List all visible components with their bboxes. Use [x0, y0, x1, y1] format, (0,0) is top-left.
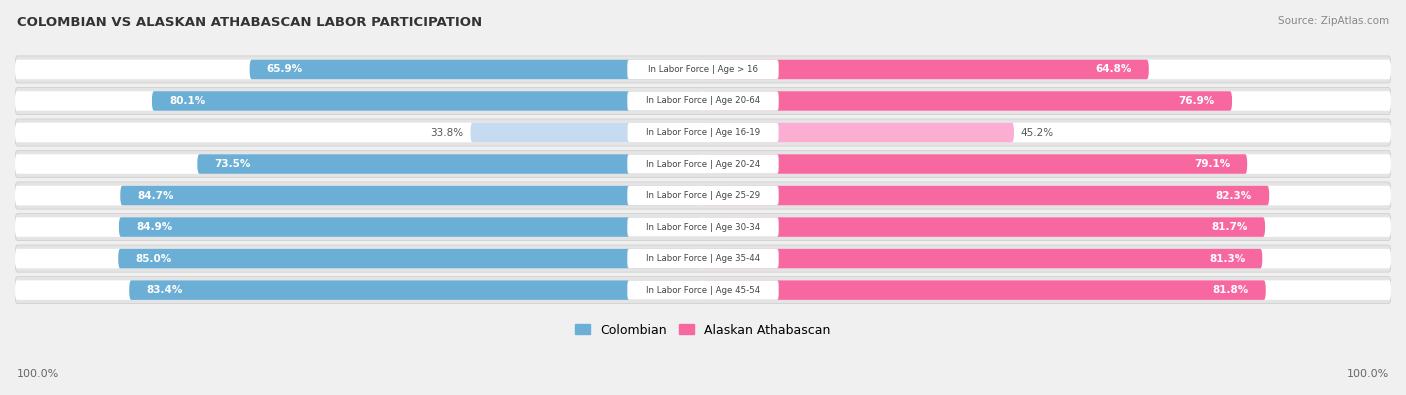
FancyBboxPatch shape	[15, 150, 1391, 178]
Text: 83.4%: 83.4%	[146, 285, 183, 295]
FancyBboxPatch shape	[703, 60, 1149, 79]
Text: In Labor Force | Age 16-19: In Labor Force | Age 16-19	[645, 128, 761, 137]
Text: 76.9%: 76.9%	[1178, 96, 1215, 106]
FancyBboxPatch shape	[703, 217, 1265, 237]
FancyBboxPatch shape	[627, 249, 779, 268]
Text: 64.8%: 64.8%	[1095, 64, 1132, 75]
FancyBboxPatch shape	[703, 154, 1391, 174]
Text: In Labor Force | Age 20-24: In Labor Force | Age 20-24	[645, 160, 761, 169]
FancyBboxPatch shape	[15, 245, 1391, 272]
Text: In Labor Force | Age 30-34: In Labor Force | Age 30-34	[645, 222, 761, 231]
FancyBboxPatch shape	[703, 60, 1391, 79]
FancyBboxPatch shape	[627, 217, 779, 237]
FancyBboxPatch shape	[15, 87, 1391, 115]
FancyBboxPatch shape	[627, 123, 779, 142]
FancyBboxPatch shape	[15, 123, 703, 142]
FancyBboxPatch shape	[703, 217, 1391, 237]
Text: 80.1%: 80.1%	[169, 96, 205, 106]
Text: In Labor Force | Age 20-64: In Labor Force | Age 20-64	[645, 96, 761, 105]
FancyBboxPatch shape	[703, 249, 1391, 268]
FancyBboxPatch shape	[120, 217, 703, 237]
Text: 33.8%: 33.8%	[430, 128, 464, 137]
FancyBboxPatch shape	[703, 280, 1391, 300]
FancyBboxPatch shape	[627, 186, 779, 205]
Text: 100.0%: 100.0%	[1347, 369, 1389, 379]
Text: In Labor Force | Age 25-29: In Labor Force | Age 25-29	[645, 191, 761, 200]
FancyBboxPatch shape	[703, 123, 1391, 142]
Text: 81.8%: 81.8%	[1212, 285, 1249, 295]
FancyBboxPatch shape	[15, 119, 1391, 146]
FancyBboxPatch shape	[15, 280, 703, 300]
FancyBboxPatch shape	[703, 154, 1247, 174]
Text: 100.0%: 100.0%	[17, 369, 59, 379]
Text: COLOMBIAN VS ALASKAN ATHABASCAN LABOR PARTICIPATION: COLOMBIAN VS ALASKAN ATHABASCAN LABOR PA…	[17, 16, 482, 29]
FancyBboxPatch shape	[703, 123, 1014, 142]
FancyBboxPatch shape	[703, 249, 1263, 268]
FancyBboxPatch shape	[703, 186, 1391, 205]
Text: 84.9%: 84.9%	[136, 222, 173, 232]
FancyBboxPatch shape	[703, 91, 1391, 111]
Text: 45.2%: 45.2%	[1021, 128, 1054, 137]
Text: Source: ZipAtlas.com: Source: ZipAtlas.com	[1278, 16, 1389, 26]
FancyBboxPatch shape	[250, 60, 703, 79]
FancyBboxPatch shape	[118, 249, 703, 268]
FancyBboxPatch shape	[703, 186, 1270, 205]
FancyBboxPatch shape	[627, 280, 779, 300]
FancyBboxPatch shape	[471, 123, 703, 142]
Legend: Colombian, Alaskan Athabascan: Colombian, Alaskan Athabascan	[571, 318, 835, 342]
FancyBboxPatch shape	[197, 154, 703, 174]
Text: In Labor Force | Age 45-54: In Labor Force | Age 45-54	[645, 286, 761, 295]
Text: 82.3%: 82.3%	[1216, 190, 1251, 201]
Text: In Labor Force | Age > 16: In Labor Force | Age > 16	[648, 65, 758, 74]
FancyBboxPatch shape	[15, 249, 703, 268]
Text: 84.7%: 84.7%	[138, 190, 174, 201]
FancyBboxPatch shape	[627, 60, 779, 79]
Text: 65.9%: 65.9%	[267, 64, 302, 75]
Text: 79.1%: 79.1%	[1194, 159, 1230, 169]
FancyBboxPatch shape	[15, 182, 1391, 209]
FancyBboxPatch shape	[15, 214, 1391, 241]
FancyBboxPatch shape	[152, 91, 703, 111]
FancyBboxPatch shape	[15, 186, 703, 205]
FancyBboxPatch shape	[627, 154, 779, 174]
FancyBboxPatch shape	[15, 60, 703, 79]
Text: In Labor Force | Age 35-44: In Labor Force | Age 35-44	[645, 254, 761, 263]
FancyBboxPatch shape	[627, 91, 779, 111]
Text: 73.5%: 73.5%	[215, 159, 250, 169]
Text: 85.0%: 85.0%	[135, 254, 172, 263]
Text: 81.7%: 81.7%	[1212, 222, 1249, 232]
FancyBboxPatch shape	[15, 154, 703, 174]
FancyBboxPatch shape	[121, 186, 703, 205]
FancyBboxPatch shape	[703, 280, 1265, 300]
FancyBboxPatch shape	[129, 280, 703, 300]
FancyBboxPatch shape	[15, 56, 1391, 83]
FancyBboxPatch shape	[15, 276, 1391, 304]
FancyBboxPatch shape	[15, 217, 703, 237]
FancyBboxPatch shape	[15, 91, 703, 111]
FancyBboxPatch shape	[703, 91, 1232, 111]
Text: 81.3%: 81.3%	[1209, 254, 1246, 263]
